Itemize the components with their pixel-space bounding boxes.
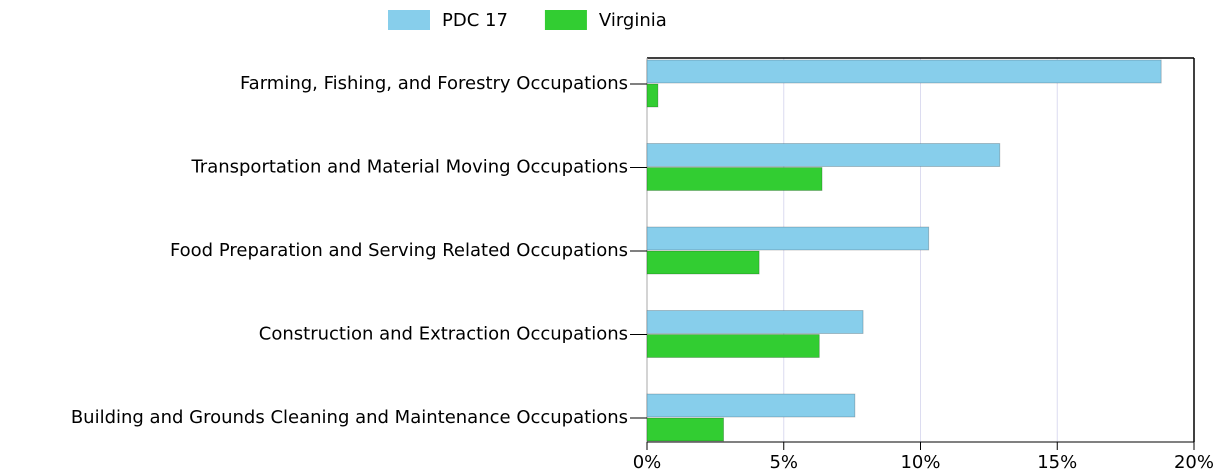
bar <box>646 59 1162 84</box>
bar <box>646 310 864 334</box>
x-tick-label: 20% <box>1174 452 1214 473</box>
bar <box>646 83 659 108</box>
y-tick-label: Food Preparation and Serving Related Occ… <box>170 240 628 261</box>
bar <box>646 167 823 191</box>
legend-label: Virginia <box>599 10 667 31</box>
x-tick-label: 5% <box>769 452 798 473</box>
legend-label: PDC 17 <box>442 10 508 31</box>
legend-swatch <box>544 10 587 30</box>
y-tick-label: Farming, Fishing, and Forestry Occupatio… <box>240 73 628 94</box>
y-tick-label: Building and Grounds Cleaning and Mainte… <box>71 407 628 428</box>
x-tick-label: 10% <box>900 452 940 473</box>
bar <box>646 250 760 275</box>
bar <box>646 143 1001 167</box>
bar <box>646 226 930 251</box>
x-tick-label: 0% <box>633 452 662 473</box>
y-tick-label: Transportation and Material Moving Occup… <box>190 157 628 178</box>
x-tick-label: 15% <box>1037 452 1077 473</box>
bar <box>646 334 820 358</box>
y-tick-label: Construction and Extraction Occupations <box>259 324 628 345</box>
legend-swatch <box>388 10 430 30</box>
bar <box>646 417 724 442</box>
bar <box>646 393 856 418</box>
